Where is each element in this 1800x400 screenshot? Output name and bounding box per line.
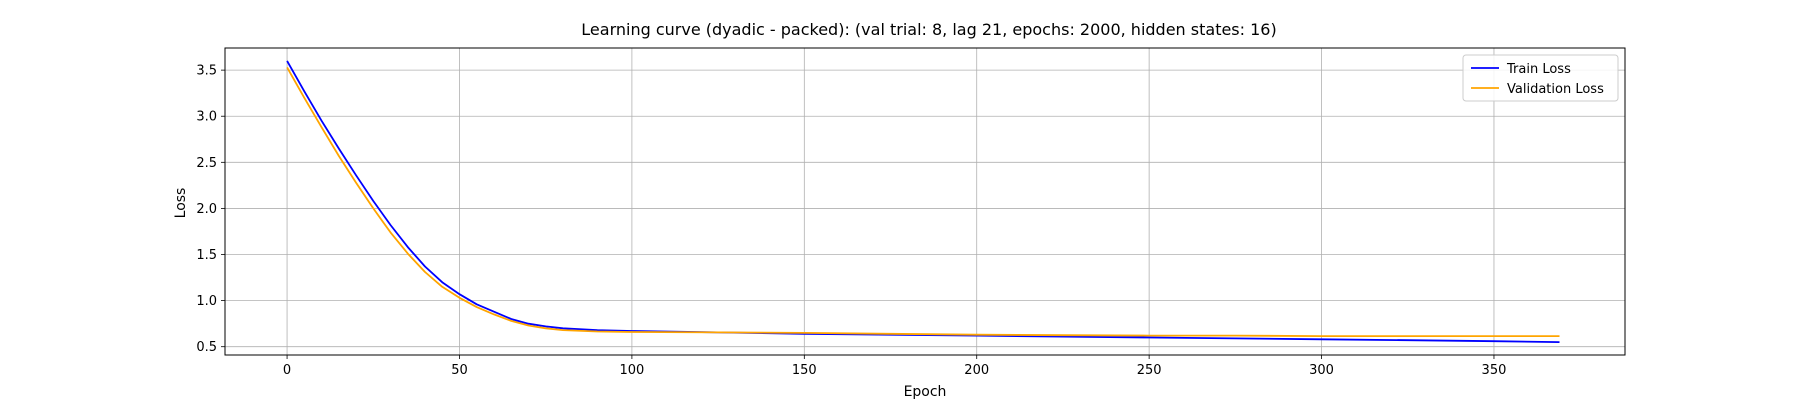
y-tick-label: 1.5 xyxy=(196,248,217,263)
legend-box xyxy=(1462,54,1619,102)
y-tick-label: 1.0 xyxy=(196,294,217,309)
x-axis-ticks: 0 50 100 150 200 250 300 350 xyxy=(283,355,1506,378)
legend-label-train-loss: Train Loss xyxy=(1506,62,1571,77)
x-tick-label: 350 xyxy=(1482,363,1507,378)
x-tick-label: 150 xyxy=(792,363,817,378)
y-axis-ticks: 0.5 1.0 1.5 2.0 2.5 3.0 3.5 xyxy=(196,64,225,355)
y-tick-label: 3.0 xyxy=(196,110,217,125)
x-tick-label: 50 xyxy=(451,363,468,378)
series-layer xyxy=(286,60,1560,343)
y-tick-label: 2.0 xyxy=(196,202,217,217)
y-tick-label: 0.5 xyxy=(196,340,217,355)
legend-label-validation-loss: Validation Loss xyxy=(1507,82,1604,97)
plot-frame xyxy=(224,47,1626,356)
validation-loss-line xyxy=(286,66,1560,338)
x-tick-label: 250 xyxy=(1137,363,1162,378)
x-axis-label: Epoch xyxy=(904,384,947,400)
x-tick-label: 0 xyxy=(283,363,291,378)
y-tick-label: 2.5 xyxy=(196,156,217,171)
chart-title: Learning curve (dyadic - packed): (val t… xyxy=(581,20,1276,39)
train-loss-line xyxy=(286,60,1560,343)
legend: Train Loss Validation Loss xyxy=(1462,54,1619,102)
x-tick-label: 300 xyxy=(1309,363,1334,378)
y-axis-label: Loss xyxy=(173,188,189,219)
y-tick-label: 3.5 xyxy=(196,64,217,79)
x-tick-label: 100 xyxy=(619,363,644,378)
x-tick-label: 200 xyxy=(964,363,989,378)
